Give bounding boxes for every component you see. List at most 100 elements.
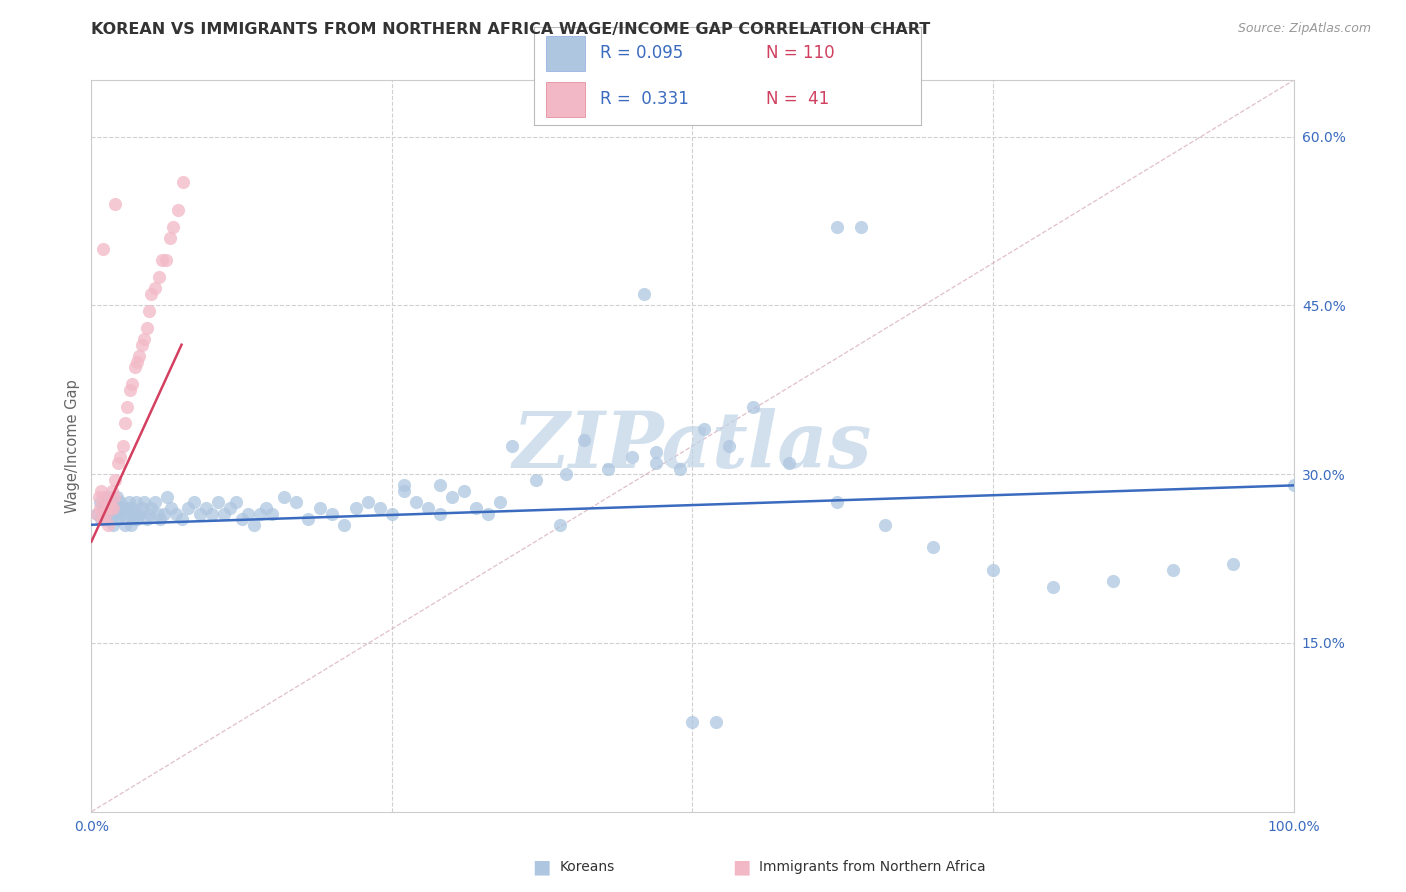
Point <box>96 512 118 526</box>
Point <box>111 439 134 453</box>
Point <box>741 400 763 414</box>
Point <box>149 512 172 526</box>
Point <box>94 507 117 521</box>
Point <box>273 490 295 504</box>
Point <box>825 219 848 234</box>
Point <box>90 512 112 526</box>
Point <box>107 512 129 526</box>
Text: ZIPatlas: ZIPatlas <box>513 408 872 484</box>
Bar <box>546 82 585 117</box>
Point <box>645 456 668 470</box>
Point <box>693 422 716 436</box>
Point <box>183 495 205 509</box>
Point <box>86 507 108 521</box>
Point <box>152 507 174 521</box>
Point <box>236 507 259 521</box>
Point <box>440 490 463 504</box>
Point <box>141 500 163 515</box>
Point <box>231 512 253 526</box>
Point <box>86 507 108 521</box>
Point <box>368 500 391 515</box>
Point <box>87 490 110 504</box>
Text: ■: ■ <box>731 857 751 877</box>
Point <box>477 507 499 521</box>
Point <box>155 253 177 268</box>
Point <box>1222 557 1244 571</box>
Point <box>98 507 121 521</box>
Point <box>981 563 1004 577</box>
Point <box>681 714 703 729</box>
Point <box>501 439 523 453</box>
Point <box>120 517 142 532</box>
Point <box>104 197 127 211</box>
Point <box>118 495 141 509</box>
Point <box>134 332 156 346</box>
Point <box>100 500 122 515</box>
Point <box>105 490 128 504</box>
Point <box>134 495 156 509</box>
Point <box>128 349 150 363</box>
Point <box>1282 478 1305 492</box>
Point <box>212 507 235 521</box>
Point <box>89 500 111 515</box>
Point <box>465 500 488 515</box>
Point <box>101 517 124 532</box>
Point <box>112 500 135 515</box>
Point <box>121 377 143 392</box>
Point <box>125 354 148 368</box>
Point <box>131 500 153 515</box>
Point <box>143 495 166 509</box>
Point <box>111 507 134 521</box>
Point <box>110 495 132 509</box>
Point <box>93 242 115 256</box>
Text: Immigrants from Northern Africa: Immigrants from Northern Africa <box>759 860 986 874</box>
Point <box>207 495 229 509</box>
Point <box>598 461 620 475</box>
Point <box>101 483 124 498</box>
Point <box>176 500 198 515</box>
Point <box>574 434 596 448</box>
Point <box>357 495 380 509</box>
Point <box>194 500 217 515</box>
Text: Koreans: Koreans <box>560 860 614 874</box>
Point <box>717 439 740 453</box>
Point <box>381 507 404 521</box>
Point <box>125 512 148 526</box>
Point <box>172 175 194 189</box>
Point <box>124 360 146 375</box>
Point <box>188 507 211 521</box>
Point <box>90 483 112 498</box>
Point <box>93 500 115 515</box>
Point <box>121 500 143 515</box>
Text: N = 110: N = 110 <box>766 45 835 62</box>
Point <box>633 287 655 301</box>
Point <box>260 507 283 521</box>
Point <box>621 450 644 465</box>
Point <box>93 490 115 504</box>
Point <box>110 500 132 515</box>
Point <box>98 495 121 509</box>
Point <box>392 478 415 492</box>
Point <box>94 500 117 515</box>
Point <box>218 500 240 515</box>
Point <box>138 304 160 318</box>
Point <box>297 512 319 526</box>
Point <box>97 517 120 532</box>
Point <box>96 500 118 515</box>
Bar <box>546 36 585 71</box>
Point <box>1102 574 1125 588</box>
Point <box>706 714 728 729</box>
Text: ■: ■ <box>531 857 551 877</box>
Point <box>125 495 148 509</box>
Point <box>555 467 578 482</box>
Point <box>254 500 277 515</box>
Point <box>97 490 120 504</box>
Point <box>165 507 187 521</box>
Point <box>405 495 427 509</box>
Point <box>201 507 224 521</box>
Point <box>150 253 173 268</box>
Point <box>101 500 124 515</box>
Point <box>392 483 415 498</box>
Point <box>138 507 160 521</box>
Point <box>159 231 181 245</box>
